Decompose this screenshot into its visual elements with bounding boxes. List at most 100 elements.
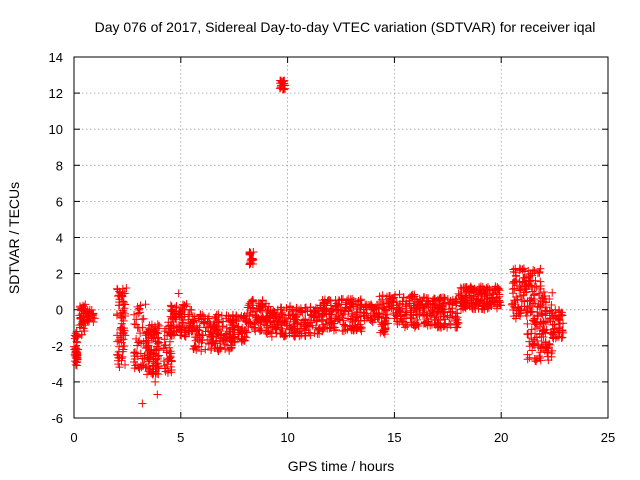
- data-point: [511, 264, 520, 273]
- y-tick-label: 0: [56, 303, 63, 318]
- data-point: [448, 299, 457, 308]
- data-point: [411, 303, 420, 312]
- data-point: [170, 330, 179, 339]
- data-point: [430, 294, 439, 303]
- data-point: [382, 314, 391, 323]
- data-point: [72, 337, 81, 346]
- data-point: [264, 302, 273, 311]
- data-point: [538, 300, 547, 309]
- data-point: [115, 363, 124, 372]
- data-point: [351, 316, 360, 325]
- data-point: [279, 306, 288, 315]
- data-point: [531, 357, 540, 366]
- data-point: [513, 295, 522, 304]
- data-point: [413, 320, 422, 329]
- data-point: [538, 293, 547, 302]
- y-tick-label: 4: [56, 231, 63, 246]
- data-point: [134, 323, 143, 332]
- data-point: [230, 337, 239, 346]
- data-point: [523, 330, 532, 338]
- data-point: [206, 345, 215, 354]
- data-point: [166, 331, 175, 340]
- data-point: [379, 328, 388, 337]
- data-point: [484, 303, 493, 312]
- data-point: [341, 325, 350, 334]
- data-point: [71, 360, 80, 369]
- data-point: [245, 312, 254, 321]
- data-point: [76, 303, 85, 312]
- data-point: [348, 323, 357, 332]
- data-point: [200, 318, 209, 327]
- data-point: [306, 331, 315, 340]
- data-point: [383, 310, 392, 319]
- data-point: [321, 306, 330, 315]
- data-point: [142, 336, 151, 345]
- data-point: [118, 352, 127, 361]
- data-point: [356, 295, 365, 304]
- data-point: [281, 313, 290, 322]
- data-point: [135, 336, 144, 345]
- data-point: [441, 320, 450, 329]
- data-point: [439, 293, 448, 302]
- data-point: [122, 284, 131, 293]
- data-point: [523, 319, 532, 328]
- data-point: [181, 332, 190, 341]
- data-point: [535, 352, 544, 361]
- data-point: [256, 326, 265, 335]
- data-point: [204, 339, 213, 348]
- data-point: [234, 314, 243, 323]
- data-point: [548, 309, 557, 318]
- data-point: [541, 342, 550, 351]
- data-point: [533, 337, 542, 346]
- data-point: [162, 324, 171, 333]
- data-point: [301, 315, 310, 324]
- data-point: [446, 320, 455, 329]
- data-point: [368, 318, 377, 327]
- data-point: [434, 307, 443, 316]
- data-point: [332, 325, 341, 334]
- data-point: [437, 293, 446, 302]
- data-point: [380, 330, 389, 339]
- data-point: [135, 364, 144, 373]
- data-point: [327, 324, 336, 332]
- data-point: [187, 305, 196, 314]
- data-point: [382, 297, 391, 306]
- data-point: [189, 345, 198, 354]
- data-point: [452, 309, 461, 318]
- data-point: [143, 353, 152, 362]
- data-point: [527, 294, 536, 303]
- data-point: [541, 318, 550, 327]
- data-point: [530, 341, 539, 350]
- data-point: [543, 307, 552, 316]
- data-point: [473, 292, 482, 301]
- data-point: [71, 329, 80, 338]
- data-point: [185, 310, 194, 319]
- data-point: [266, 306, 275, 315]
- data-point: [241, 316, 250, 325]
- data-point: [119, 345, 128, 354]
- data-point: [190, 312, 199, 321]
- data-point: [439, 308, 448, 317]
- data-point: [458, 295, 467, 304]
- data-point: [539, 288, 548, 297]
- data-point: [495, 290, 504, 299]
- data-point: [249, 304, 258, 313]
- data-point: [558, 319, 567, 328]
- data-point: [483, 298, 492, 307]
- data-point: [558, 333, 567, 342]
- data-point: [555, 307, 564, 316]
- data-point: [528, 316, 537, 325]
- data-point: [77, 330, 86, 339]
- data-point: [193, 325, 202, 334]
- data-point: [273, 305, 282, 314]
- data-point: [113, 285, 122, 294]
- data-point: [551, 312, 560, 321]
- data-point: [467, 286, 476, 295]
- data-point: [459, 304, 468, 313]
- data-point: [71, 344, 80, 353]
- data-point: [547, 300, 556, 309]
- data-point: [315, 303, 324, 312]
- data-point: [478, 304, 487, 313]
- data-point: [130, 351, 139, 360]
